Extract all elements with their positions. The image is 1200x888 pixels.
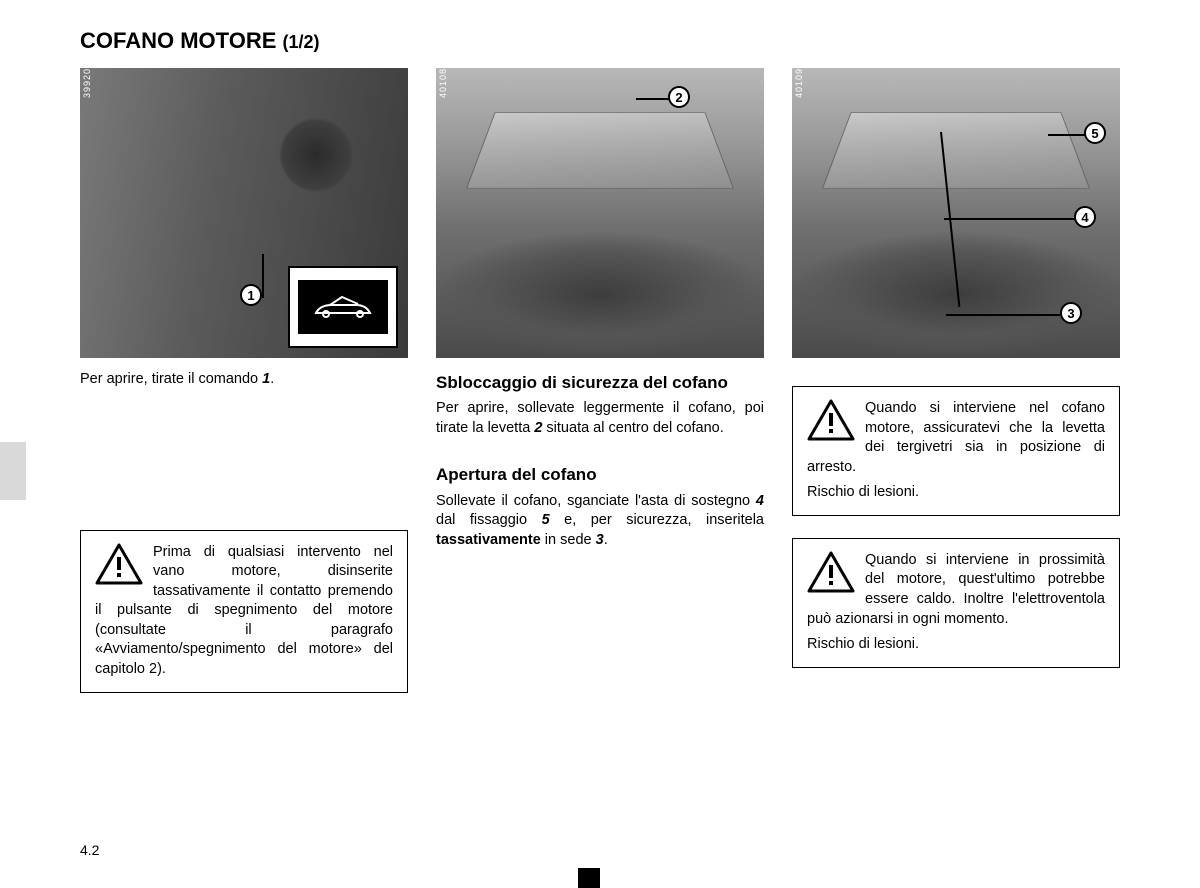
figure-2: 40108 2 — [436, 68, 764, 358]
side-tab — [0, 442, 26, 500]
column-2: 40108 2 Sbloccaggio di sicurezza del cof… — [436, 68, 764, 693]
crop-mark — [578, 868, 600, 888]
figure-1-inset — [288, 266, 398, 348]
hood-open-icon — [312, 295, 374, 319]
warning-icon — [807, 399, 855, 441]
columns: 39920 1 Per aprire, tirate il coma — [80, 68, 1120, 693]
page-title-counter: (1/2) — [283, 32, 320, 52]
col2-heading-2: Apertura del cofano — [436, 464, 764, 485]
page-number: 4.2 — [80, 842, 99, 858]
callout-5: 5 — [1084, 122, 1106, 144]
figure-2-id: 40108 — [438, 68, 448, 98]
figure-1: 39920 1 — [80, 68, 408, 358]
page-title: COFANO MOTORE — [80, 28, 283, 53]
col2-paragraph-2: Sollevate il cofano, sganciate l'asta di… — [436, 492, 764, 551]
col2-paragraph-1: Per aprire, sollevate leggermente il cof… — [436, 399, 764, 438]
col3-warning-2-risk: Rischio di lesioni. — [807, 636, 919, 652]
col1-warning: Prima di qualsiasi intervento nel vano m… — [80, 530, 408, 693]
callout-3: 3 — [1060, 302, 1082, 324]
warning-icon — [95, 543, 143, 585]
callout-1: 1 — [240, 284, 262, 306]
column-1: 39920 1 Per aprire, tirate il coma — [80, 68, 408, 693]
col2-heading-1: Sbloccaggio di sicurezza del cofano — [436, 372, 764, 393]
warning-icon — [807, 551, 855, 593]
page-title-row: COFANO MOTORE (1/2) — [80, 28, 1120, 54]
figure-1-id: 39920 — [82, 68, 92, 98]
col3-warning-1: Quando si interviene nel cofano motore, … — [792, 386, 1120, 516]
page: COFANO MOTORE (1/2) 39920 1 — [0, 0, 1200, 693]
figure-3-id: 40109 — [794, 68, 804, 98]
figure-3: 40109 5 4 3 — [792, 68, 1120, 358]
callout-4: 4 — [1074, 206, 1096, 228]
column-3: 40109 5 4 3 Quando si interviene ne — [792, 68, 1120, 693]
col1-caption: Per aprire, tirate il comando 1. — [80, 370, 408, 390]
callout-2: 2 — [668, 86, 690, 108]
col3-warning-1-risk: Rischio di lesioni. — [807, 484, 919, 500]
col3-warning-2: Quando si interviene in prossimità del m… — [792, 538, 1120, 668]
